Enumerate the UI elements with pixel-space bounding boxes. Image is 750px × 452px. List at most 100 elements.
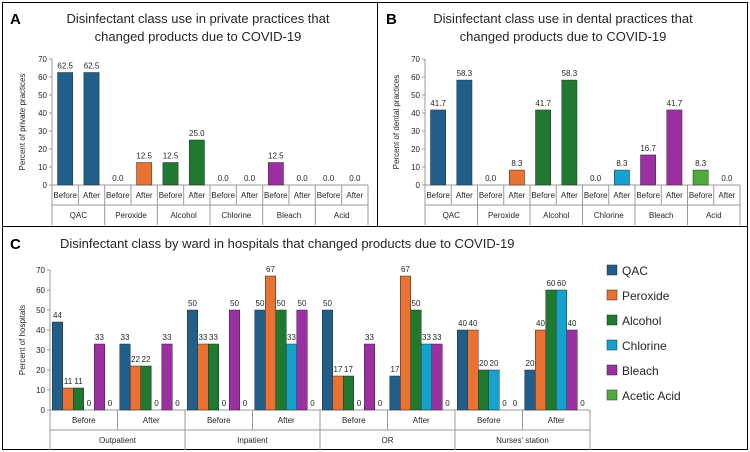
panel-c-bar <box>140 365 152 411</box>
panel-c-ytick-label: 10 <box>36 386 45 395</box>
panel-c-data-label: 33 <box>95 333 104 342</box>
panel-b-ylabel: Percent of dental practices <box>392 75 401 170</box>
legend-swatch <box>606 314 618 326</box>
panel-b-bar <box>640 154 656 186</box>
panel-c-ytick-label: 0 <box>41 406 46 415</box>
panel-c-data-label: 0 <box>222 399 227 408</box>
panel-a-sub-label: After <box>188 191 205 200</box>
panel-c-bar <box>478 369 489 411</box>
panel-c-bar <box>400 275 411 411</box>
panel-c-group-label: Outpatient <box>99 436 137 445</box>
panel-a-ytick-label: 10 <box>38 163 47 172</box>
panel-a-bar <box>267 162 284 186</box>
panel-c-data-label: 0 <box>243 399 248 408</box>
panel-c-data-label: 17 <box>334 365 343 374</box>
panel-c-ylabel: Percent of hospitals <box>18 305 27 375</box>
panel-c-bar <box>488 369 500 411</box>
panel-b-group-label: Chlorine <box>594 211 624 220</box>
panel-c-data-label: 0 <box>175 399 180 408</box>
panel-c-data-label: 20 <box>526 359 535 368</box>
panel-c-bar <box>254 309 266 411</box>
panel-a-data-label: 0.0 <box>218 174 230 183</box>
panel-c-data-label: 33 <box>422 333 431 342</box>
panel-a-ytick-label: 30 <box>38 127 47 136</box>
panel-c-bar <box>421 343 432 411</box>
panel-c-sub-label: After <box>548 416 565 425</box>
panel-b-data-label: 58.3 <box>562 69 578 78</box>
panel-a-data-label: 12.5 <box>163 152 179 161</box>
panel-b-data-label: 8.3 <box>511 159 523 168</box>
panel-c-bar <box>457 329 468 411</box>
panel-a-data-label: 0.0 <box>112 174 124 183</box>
panel-a-data-label: 12.5 <box>268 152 284 161</box>
panel-a-sub-label: After <box>83 191 100 200</box>
panel-c-sub-label: After <box>278 416 295 425</box>
panel-c-data-label: 0 <box>513 399 518 408</box>
panel-a-sub-label: After <box>136 191 153 200</box>
panel-c-bar <box>343 375 354 411</box>
panel-c-data-label: 0 <box>357 399 362 408</box>
legend: QAC Peroxide Alcohol Chlorine Bleach Acetic A… <box>606 264 681 403</box>
panel-a-ytick-label: 50 <box>38 91 47 100</box>
panel-b-bar <box>666 109 683 186</box>
panel-a-sub-label: Before <box>264 191 288 200</box>
panel-c-bar <box>275 309 287 411</box>
panel-c-ytick-label: 50 <box>36 306 45 315</box>
panel-a-title-line1: Disinfectant class use in private practi… <box>66 11 329 26</box>
panel-c-data-label: 22 <box>131 355 140 364</box>
panel-c-bar <box>286 343 297 411</box>
panel-a-ytick-label: 60 <box>38 73 47 82</box>
panel-c-bar <box>389 375 401 411</box>
panel-b-chart: 0 10 20 30 40 50 60 70 41.7 Before 58.3 After QAC 0.0… <box>411 55 741 225</box>
panel-c-data-label: 50 <box>230 299 239 308</box>
panel-c-data-label: 0 <box>502 399 507 408</box>
panel-c-title: Disinfectant class by ward in hospitals … <box>60 236 515 251</box>
panel-c-bar <box>566 329 578 411</box>
panel-c-bar <box>94 343 105 411</box>
panel-b-group-label: Acid <box>706 211 722 220</box>
panel-c-ytick-label: 20 <box>36 366 45 375</box>
panel-b-sub-label: After <box>561 191 578 200</box>
panel-c-bar <box>332 375 344 411</box>
panel-c-sub-label: Before <box>72 416 96 425</box>
panel-c-data-label: 50 <box>188 299 197 308</box>
panel-c-bar <box>62 387 74 411</box>
panel-b-sub-label: After <box>718 191 735 200</box>
panel-a-data-label: 0.0 <box>297 174 309 183</box>
legend-swatch <box>606 264 618 276</box>
legend-swatch <box>606 289 618 301</box>
panel-a-data-label: 62.5 <box>84 62 100 71</box>
panel-c-ytick-label: 70 <box>36 266 45 275</box>
panel-c-bar <box>73 387 84 411</box>
panel-c-data-label: 40 <box>568 319 577 328</box>
panel-b-bar <box>509 169 525 186</box>
legend-label: Chlorine <box>622 339 667 353</box>
panel-a-data-label: 0.0 <box>349 174 361 183</box>
panel-c-data-label: 40 <box>536 319 545 328</box>
panel-c-data-label: 50 <box>256 299 265 308</box>
panel-c-data-label: 33 <box>209 333 218 342</box>
panel-c-data-label: 0 <box>87 399 92 408</box>
panel-b-ytick-label: 0 <box>416 181 421 190</box>
panel-b-letter: B <box>386 11 397 28</box>
panel-c-data-label: 60 <box>557 279 566 288</box>
panel-c-data-label: 11 <box>74 377 83 386</box>
panel-b-group-label: Alcohol <box>543 211 569 220</box>
panel-c-data-label: 33 <box>365 333 374 342</box>
panel-c-data-label: 50 <box>323 299 332 308</box>
panel-c-data-label: 20 <box>479 359 488 368</box>
panel-c-group-label: Inpatient <box>237 436 268 445</box>
panel-b-ytick-label: 60 <box>411 73 420 82</box>
panel-a-title-line2: changed products due to COVID-19 <box>95 29 302 44</box>
panel-a-group-label: Alcohol <box>171 211 197 220</box>
panel-b-data-label: 41.7 <box>535 99 551 108</box>
panel-a-sub-label: After <box>241 191 258 200</box>
panel-c-data-label: 20 <box>490 359 499 368</box>
panel-a-bar <box>162 162 179 186</box>
panel-c-bar <box>265 275 276 411</box>
panel-b-group-label: Peroxide <box>488 211 520 220</box>
panel-b-title-line1: Disinfectant class use in dental practic… <box>433 11 693 26</box>
panel-c-data-label: 33 <box>287 333 296 342</box>
panel-a-ytick-label: 20 <box>38 145 47 154</box>
